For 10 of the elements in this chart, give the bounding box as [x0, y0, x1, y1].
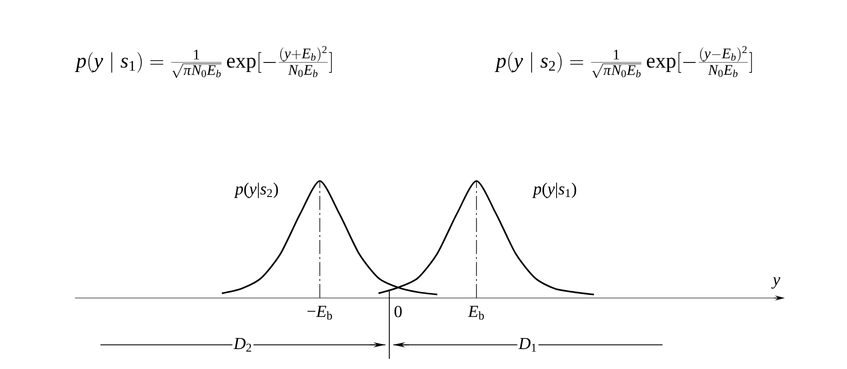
text: D$_{1}$ — [518, 338, 536, 352]
x-tick-label: E$_{b}$ — [468, 306, 484, 320]
x-tick-label: 0 — [394, 306, 402, 318]
series-label: p(y|s$_{2}$) — [234, 182, 278, 198]
x-tick-label: −E$_{b}$ — [307, 306, 332, 320]
text: $p(y\mid s_2)=\frac{1}{\sqrt{\pi N_0E_b}}\exp[-\frac{(y-E_b)^2}{N_0E_b}]$ — [494, 46, 752, 78]
text: $p(y\mid s_1)=\frac{1}{\sqrt{\pi N_0E_b}}\exp[-\frac{(y+E_b)^2}{N_0E_b}]$ — [74, 46, 332, 78]
text: p(y|s$_{1}$) — [532, 182, 576, 198]
x-axis-title: y — [771, 277, 780, 289]
text: D$_{2}$ — [233, 338, 252, 352]
